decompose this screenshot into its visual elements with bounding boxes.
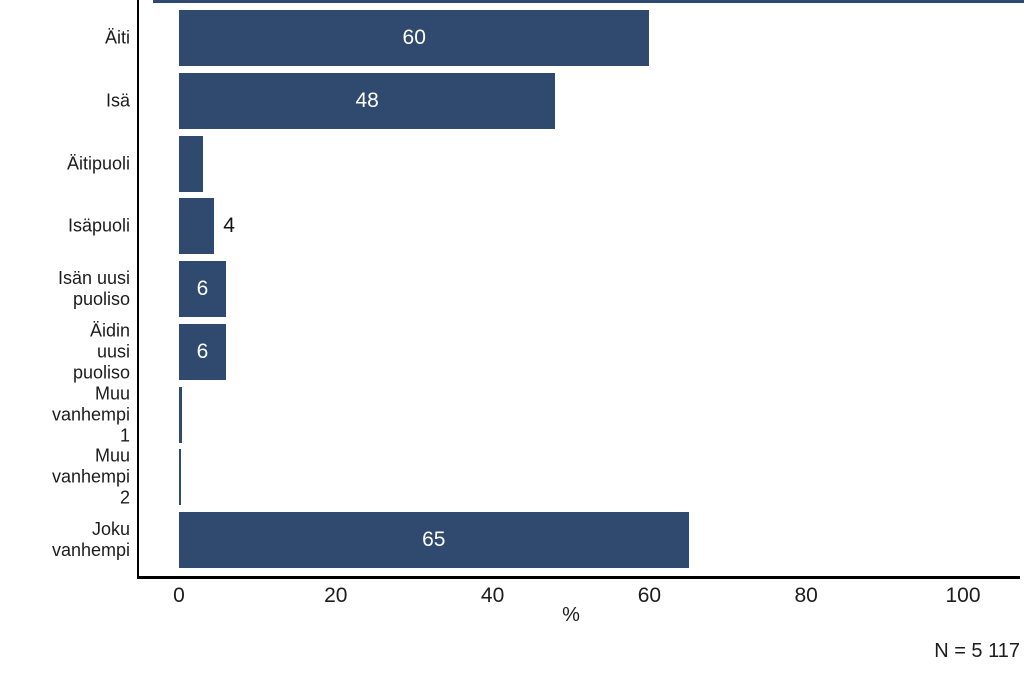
bar-value-label: 60 [402, 26, 426, 49]
bar [179, 512, 689, 568]
sample-size-note: N = 5 117 [934, 640, 1020, 662]
y-axis-line [137, 0, 139, 579]
category-label: Muu vanhempi 1 [51, 383, 130, 445]
category-label: Isäpuoli [67, 215, 130, 236]
category-label: Muu vanhempi 2 [51, 445, 130, 508]
category-label: Isä [105, 90, 130, 111]
bar [179, 323, 227, 380]
category-label: Äiti [104, 27, 130, 48]
x-tick-label: 80 [794, 584, 818, 607]
x-tick-label: 40 [480, 584, 505, 607]
bar-value-label: 6 [196, 277, 209, 300]
x-axis-title: % [562, 604, 580, 626]
bar-value-label: 48 [355, 88, 379, 112]
top-border-strip [153, 0, 1024, 3]
bar [179, 386, 183, 443]
x-tick-label: 0 [173, 584, 185, 607]
category-label: Isän uusi puoliso [57, 268, 130, 309]
bar [179, 261, 227, 317]
bar [179, 72, 556, 129]
bar [179, 198, 215, 255]
category-label: Äidin uusi puoliso [72, 320, 130, 383]
bar [179, 10, 650, 66]
x-tick-label: 100 [945, 584, 981, 607]
bar-value-label: 4 [223, 214, 235, 238]
bar [179, 449, 182, 506]
bar [179, 135, 203, 192]
category-label: Joku vanhempi [51, 519, 130, 560]
bar-value-label: 6 [196, 339, 209, 363]
x-axis-line [137, 576, 1020, 579]
x-tick-label: 60 [637, 584, 662, 607]
x-tick-label: 20 [324, 584, 348, 607]
category-label: Äitipuoli [66, 153, 130, 173]
bar-value-label: 65 [422, 528, 446, 551]
